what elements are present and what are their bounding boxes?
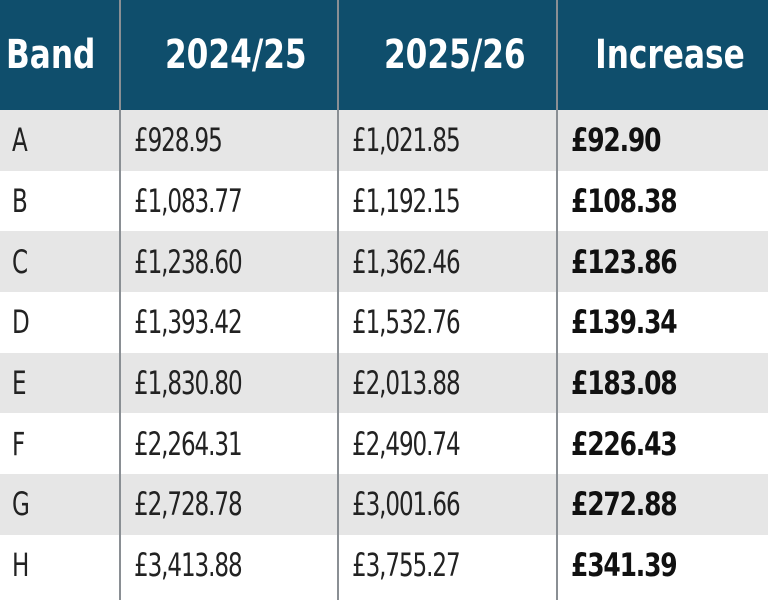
increase-cell: £183.08 [571, 364, 678, 403]
value-2024-cell: £1,393.42 [134, 303, 243, 342]
band-cell: C [12, 242, 28, 281]
increase-cell: £226.43 [571, 424, 678, 463]
increase-cell: £272.88 [571, 485, 678, 524]
value-2024-cell: £1,238.60 [134, 242, 243, 281]
table-row: A £928.95 £1,021.85 £92.90 [0, 110, 768, 171]
value-2025-cell: £2,013.88 [352, 364, 461, 403]
table-row: E £1,830.80 £2,013.88 £183.08 [0, 352, 768, 414]
table-header: Band 2024/25 2025/26 Increase [0, 0, 768, 110]
table-row: G £2,728.78 £3,001.66 £272.88 [0, 474, 768, 535]
value-2024-cell: £3,413.88 [134, 546, 243, 585]
value-2025-cell: £2,490.74 [352, 424, 461, 463]
band-cell: B [12, 182, 28, 221]
header-2024-25: 2024/25 [165, 32, 307, 78]
value-2025-cell: £1,532.76 [352, 303, 461, 342]
header-2025-26: 2025/26 [383, 32, 526, 78]
value-2025-cell: £3,001.66 [352, 485, 461, 524]
column-divider [119, 0, 121, 600]
band-cell: D [12, 303, 30, 342]
band-cell: H [12, 546, 29, 585]
table-row: B £1,083.77 £1,192.15 £108.38 [0, 170, 768, 232]
value-2024-cell: £2,264.31 [134, 424, 243, 463]
band-cell: G [12, 485, 30, 524]
header-increase: Increase [594, 32, 745, 78]
value-2024-cell: £2,728.78 [134, 485, 243, 524]
value-2024-cell: £1,083.77 [134, 182, 243, 221]
column-divider [556, 0, 558, 600]
increase-cell: £108.38 [571, 182, 678, 221]
value-2025-cell: £3,755.27 [352, 546, 461, 585]
value-2024-cell: £1,830.80 [134, 364, 243, 403]
table-row: F £2,264.31 £2,490.74 £226.43 [0, 413, 768, 475]
band-cell: E [12, 364, 27, 403]
value-2025-cell: £1,021.85 [352, 121, 461, 160]
value-2025-cell: £1,362.46 [352, 242, 461, 281]
column-divider [337, 0, 339, 600]
value-2025-cell: £1,192.15 [352, 182, 461, 221]
header-band: Band [6, 32, 96, 78]
increase-cell: £123.86 [571, 242, 678, 281]
band-cell: F [12, 424, 25, 463]
value-2024-cell: £928.95 [134, 121, 223, 160]
increase-cell: £92.90 [571, 121, 661, 160]
table-row: H £3,413.88 £3,755.27 £341.39 [0, 534, 768, 596]
table-row: D £1,393.42 £1,532.76 £139.34 [0, 292, 768, 353]
increase-cell: £139.34 [571, 303, 678, 342]
band-cell: A [12, 121, 28, 160]
increase-cell: £341.39 [571, 546, 678, 585]
table-row: C £1,238.60 £1,362.46 £123.86 [0, 231, 768, 293]
